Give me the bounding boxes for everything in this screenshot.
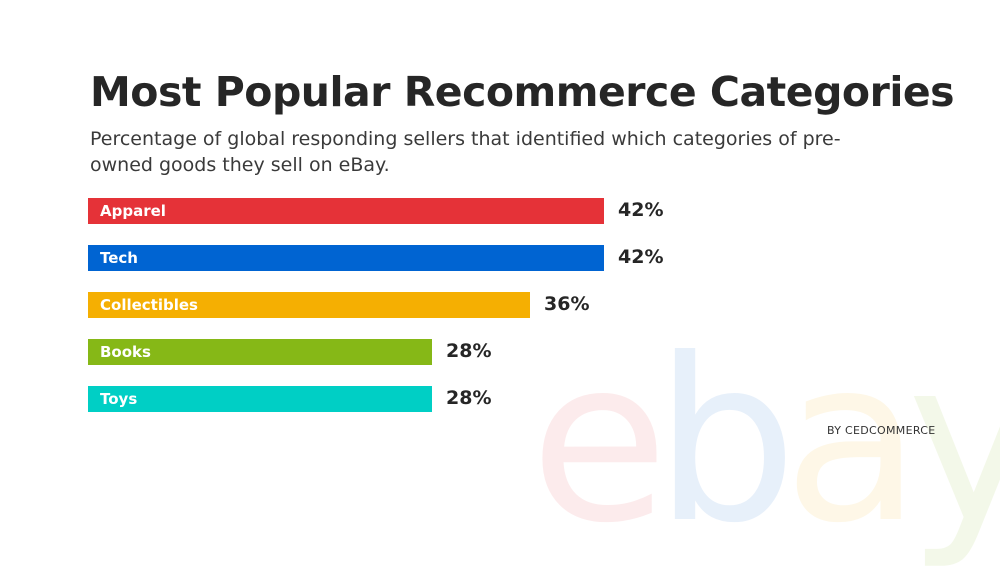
bar-category-label: Collectibles — [100, 296, 198, 314]
bar-category-label: Tech — [100, 249, 138, 267]
chart-title: Most Popular Recommerce Categories — [90, 68, 955, 116]
chart-subtitle: Percentage of global responding sellers … — [90, 128, 841, 176]
bar-collectibles: Collectibles — [88, 292, 530, 318]
watermark-letter: e — [530, 311, 668, 573]
bar-value-label: 28% — [446, 387, 492, 409]
watermark-letter: a — [783, 311, 921, 573]
bar-category-label: Apparel — [100, 202, 166, 220]
watermark-letter: y — [907, 311, 1000, 573]
bar-books: Books — [88, 339, 432, 365]
bar-value-label: 28% — [446, 340, 492, 362]
bar-value-label: 36% — [544, 293, 590, 315]
watermark-letter: b — [654, 311, 797, 573]
bar-apparel: Apparel — [88, 198, 604, 224]
bar-toys: Toys — [88, 386, 432, 412]
bar-category-label: Books — [100, 343, 151, 361]
bar-category-label: Toys — [100, 390, 138, 408]
bar-value-label: 42% — [618, 199, 664, 221]
bar-value-label: 42% — [618, 246, 664, 268]
bar-tech: Tech — [88, 245, 604, 271]
credit-text: BY CEDCOMMERCE — [827, 424, 936, 437]
ebay-watermark-logo: ebay — [530, 330, 1000, 555]
